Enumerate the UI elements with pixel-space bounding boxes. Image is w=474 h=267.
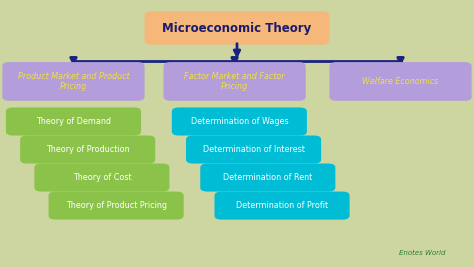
FancyBboxPatch shape	[214, 192, 350, 219]
FancyBboxPatch shape	[200, 163, 336, 192]
Text: Determination of Profit: Determination of Profit	[236, 201, 328, 210]
Text: Microeconomic Theory: Microeconomic Theory	[163, 22, 311, 34]
Text: Theory of Product Pricing: Theory of Product Pricing	[65, 201, 167, 210]
FancyBboxPatch shape	[20, 136, 155, 163]
Text: Theory of Cost: Theory of Cost	[73, 173, 131, 182]
FancyBboxPatch shape	[145, 11, 329, 45]
Text: Welfare Economics: Welfare Economics	[363, 77, 438, 86]
FancyBboxPatch shape	[48, 192, 184, 219]
Text: Theory of Production: Theory of Production	[46, 145, 129, 154]
Text: Determination of Wages: Determination of Wages	[191, 117, 288, 126]
Text: Factor Market and Factor
Pricing: Factor Market and Factor Pricing	[184, 72, 285, 91]
Text: Product Market and Product
Pricing: Product Market and Product Pricing	[18, 72, 129, 91]
Text: Determination of Interest: Determination of Interest	[203, 145, 304, 154]
FancyBboxPatch shape	[329, 62, 472, 101]
FancyBboxPatch shape	[6, 107, 141, 136]
FancyBboxPatch shape	[164, 62, 306, 101]
FancyBboxPatch shape	[34, 163, 170, 192]
FancyBboxPatch shape	[2, 62, 145, 101]
Text: Theory of Demand: Theory of Demand	[36, 117, 111, 126]
Text: Determination of Rent: Determination of Rent	[223, 173, 312, 182]
Text: Enotes World: Enotes World	[399, 250, 446, 256]
FancyBboxPatch shape	[172, 107, 307, 136]
FancyBboxPatch shape	[186, 136, 321, 163]
